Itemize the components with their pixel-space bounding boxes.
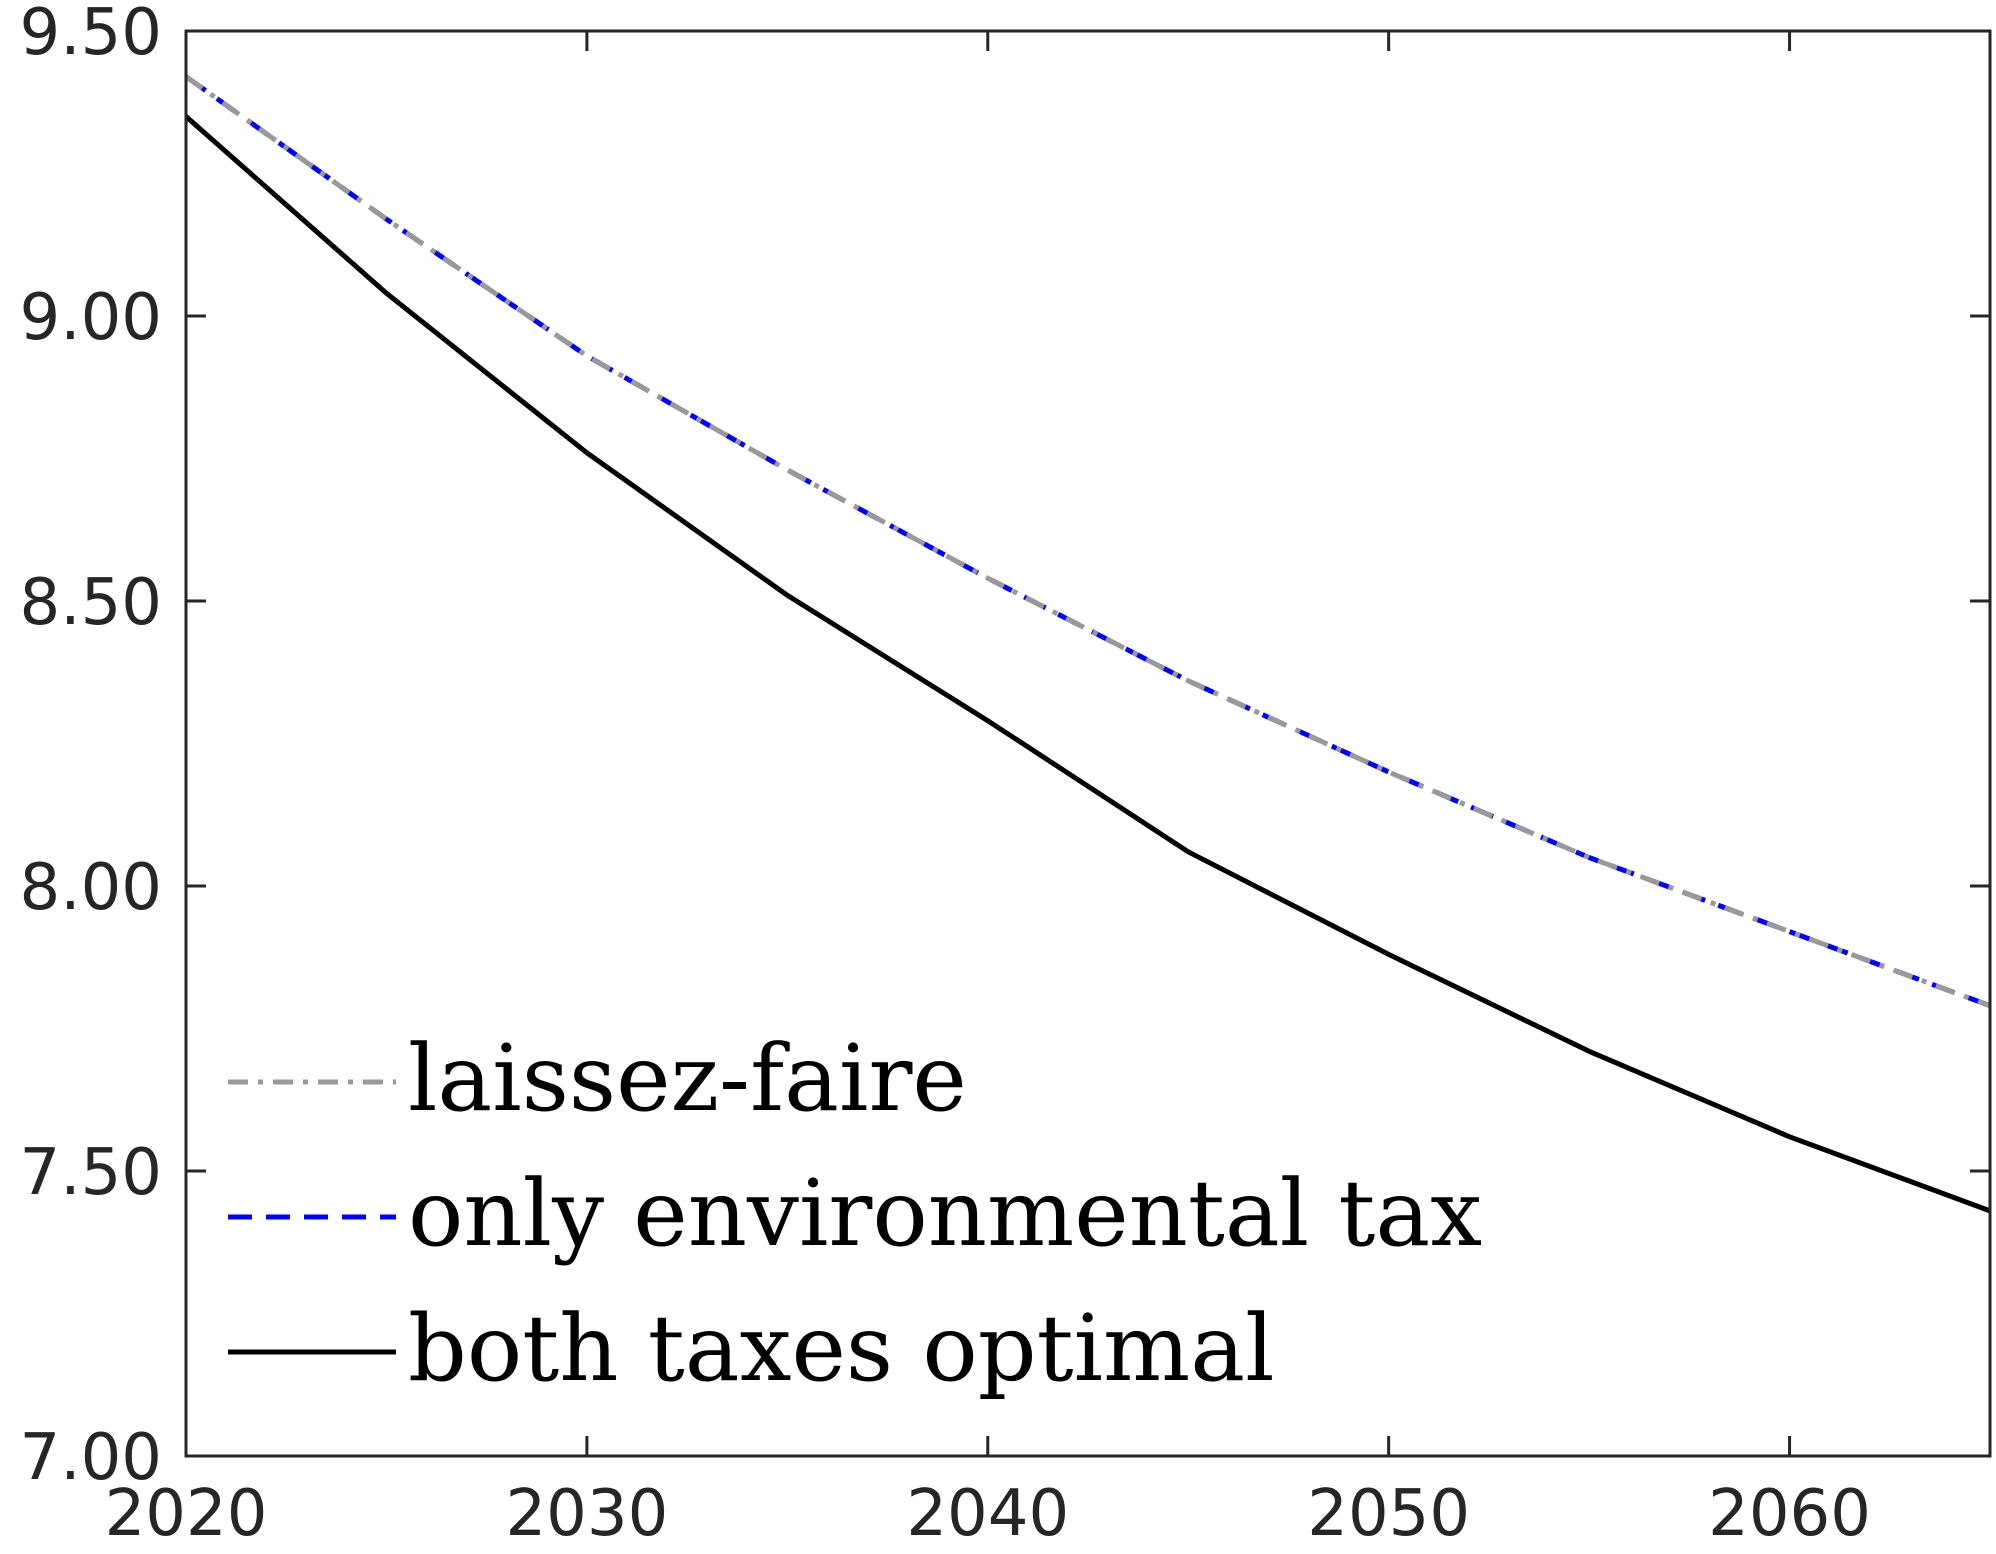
x-axis-ticks: 2020 2030 2040 2050 2060	[105, 31, 1871, 1551]
series-line-1	[184, 74, 1991, 1009]
x-tick-label: 2030	[505, 1477, 668, 1551]
x-tick-label: 2060	[1708, 1477, 1871, 1551]
x-tick-label: 2020	[105, 1477, 268, 1551]
y-tick-label: 9.00	[20, 281, 163, 355]
y-tick-label: 8.50	[20, 566, 163, 640]
y-tick-label: 7.50	[20, 1136, 163, 1210]
legend: laissez-faire only environmental tax both …	[228, 1025, 1482, 1402]
legend-label: both taxes optimal	[408, 1295, 1275, 1402]
y-tick-label: 8.00	[20, 851, 163, 925]
series-line-0	[184, 74, 1991, 1009]
y-tick-label: 7.00	[20, 1421, 163, 1495]
series-line-2	[184, 114, 1991, 1214]
y-tick-label: 9.50	[20, 0, 163, 70]
legend-label: only environmental tax	[408, 1160, 1482, 1267]
plot-area-frame	[184, 29, 1992, 1458]
series-layer	[184, 74, 1991, 1214]
x-tick-label: 2040	[906, 1477, 1069, 1551]
x-tick-label: 2050	[1307, 1477, 1470, 1551]
y-axis-ticks: 7.00 7.50 8.00 8.50 9.00 9.50	[20, 0, 1990, 1495]
legend-label: laissez-faire	[408, 1025, 967, 1132]
